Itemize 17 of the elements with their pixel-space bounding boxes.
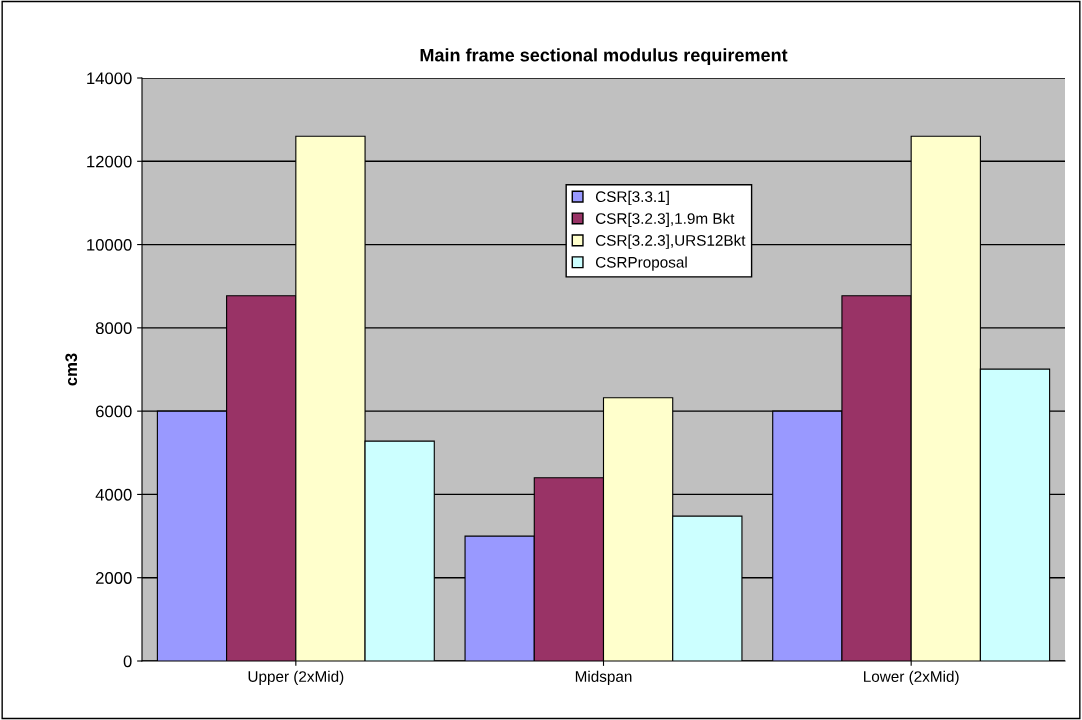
y-tick-label: 8000 xyxy=(95,322,132,335)
y-tick-label: 0 xyxy=(123,655,132,668)
x-tick-label: Upper (2xMid) xyxy=(248,670,344,685)
legend-label: CSRProposal xyxy=(595,256,687,271)
legend-label: CSR[3.2.3],1.9m Bkt xyxy=(595,212,735,227)
x-tick-label: Midspan xyxy=(575,670,632,685)
y-tick-label: 4000 xyxy=(95,488,132,501)
y-tick-label: 6000 xyxy=(96,405,132,418)
chart-title: Main frame sectional modulus requirement xyxy=(420,48,788,66)
y-tick-label: 12000 xyxy=(87,155,132,168)
x-tick-label: Lower (2xMid) xyxy=(864,670,959,685)
y-axis-title: cm3 xyxy=(65,353,78,386)
y-tick-label: 14000 xyxy=(87,72,132,85)
legend-label: CSR[3.2.3],URS12Bkt xyxy=(595,234,746,249)
legend-label: CSR[3.3.1] xyxy=(595,190,669,206)
y-tick-label: 10000 xyxy=(87,238,132,251)
y-tick-label: 2000 xyxy=(96,572,132,584)
